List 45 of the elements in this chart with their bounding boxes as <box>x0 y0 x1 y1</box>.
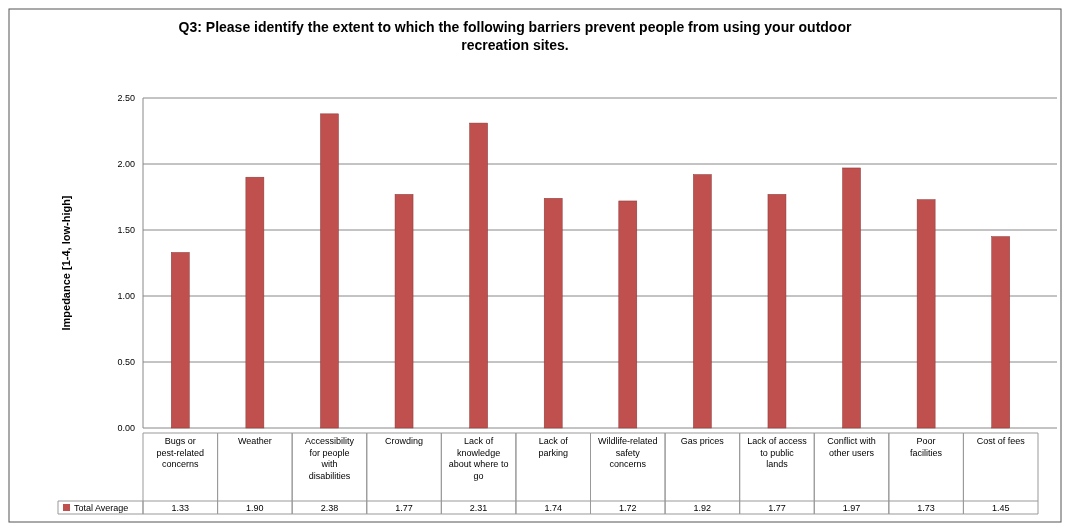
bar <box>842 167 861 429</box>
x-tick-label: Cost of fees <box>976 436 1026 446</box>
text: 1.92 <box>693 503 712 513</box>
text: 1.97 <box>842 503 861 513</box>
text: 1.73 <box>917 503 935 513</box>
text: 1.90 <box>246 503 264 513</box>
x-tick-label: Gas prices <box>680 436 725 446</box>
x-tick-label: Lack of access to public lands <box>747 436 808 469</box>
x-tick-label: Weather <box>237 436 272 446</box>
legend-label: Total Average <box>74 503 129 513</box>
y-tick-label: 2.00 <box>117 159 135 169</box>
text: 1.45 <box>991 503 1010 513</box>
text: 1.33 <box>171 503 190 513</box>
text: 1.77 <box>768 503 786 513</box>
x-tick-label: Accessibility for people with disabilities <box>304 436 355 481</box>
x-tick-label: Bugs or pest-related concerns <box>156 436 205 469</box>
text: 1.72 <box>619 503 637 513</box>
text: 2.38 <box>320 503 339 513</box>
bar <box>320 113 339 429</box>
text: 2.31 <box>469 503 488 513</box>
chart-title: Q3: Please identify the extent to which the following barriers prevent people from using your outdoor recreation sites. <box>178 19 852 53</box>
text: 1.77 <box>395 503 413 513</box>
x-tick-label: Lack of parking <box>538 436 569 458</box>
y-tick-label: 1.50 <box>117 225 135 235</box>
bar <box>394 194 414 429</box>
bar <box>767 194 787 429</box>
bar <box>991 236 1010 429</box>
y-tick-label: 0.00 <box>117 423 135 433</box>
x-tick-label: Crowding <box>385 436 424 446</box>
x-tick-label: Conflict with other users <box>827 436 876 458</box>
y-tick-label: 2.50 <box>117 93 135 103</box>
bar <box>469 122 488 429</box>
x-tick-label: Poor facilities <box>910 436 943 458</box>
bar <box>618 200 638 429</box>
y-tick-label: 0.50 <box>117 357 135 367</box>
bar <box>543 198 563 429</box>
bar <box>916 199 936 429</box>
bar <box>245 176 265 429</box>
text: 1.74 <box>544 503 562 513</box>
x-tick-label: Wildlife-related safety concerns <box>598 436 658 469</box>
y-axis-title: Impedance [1-4, low-high] <box>60 195 72 331</box>
y-tick-label: 1.00 <box>117 291 135 301</box>
bar <box>693 174 712 429</box>
bar <box>171 252 190 429</box>
x-tick-label: Lack of knowledge about where to go <box>448 436 509 481</box>
